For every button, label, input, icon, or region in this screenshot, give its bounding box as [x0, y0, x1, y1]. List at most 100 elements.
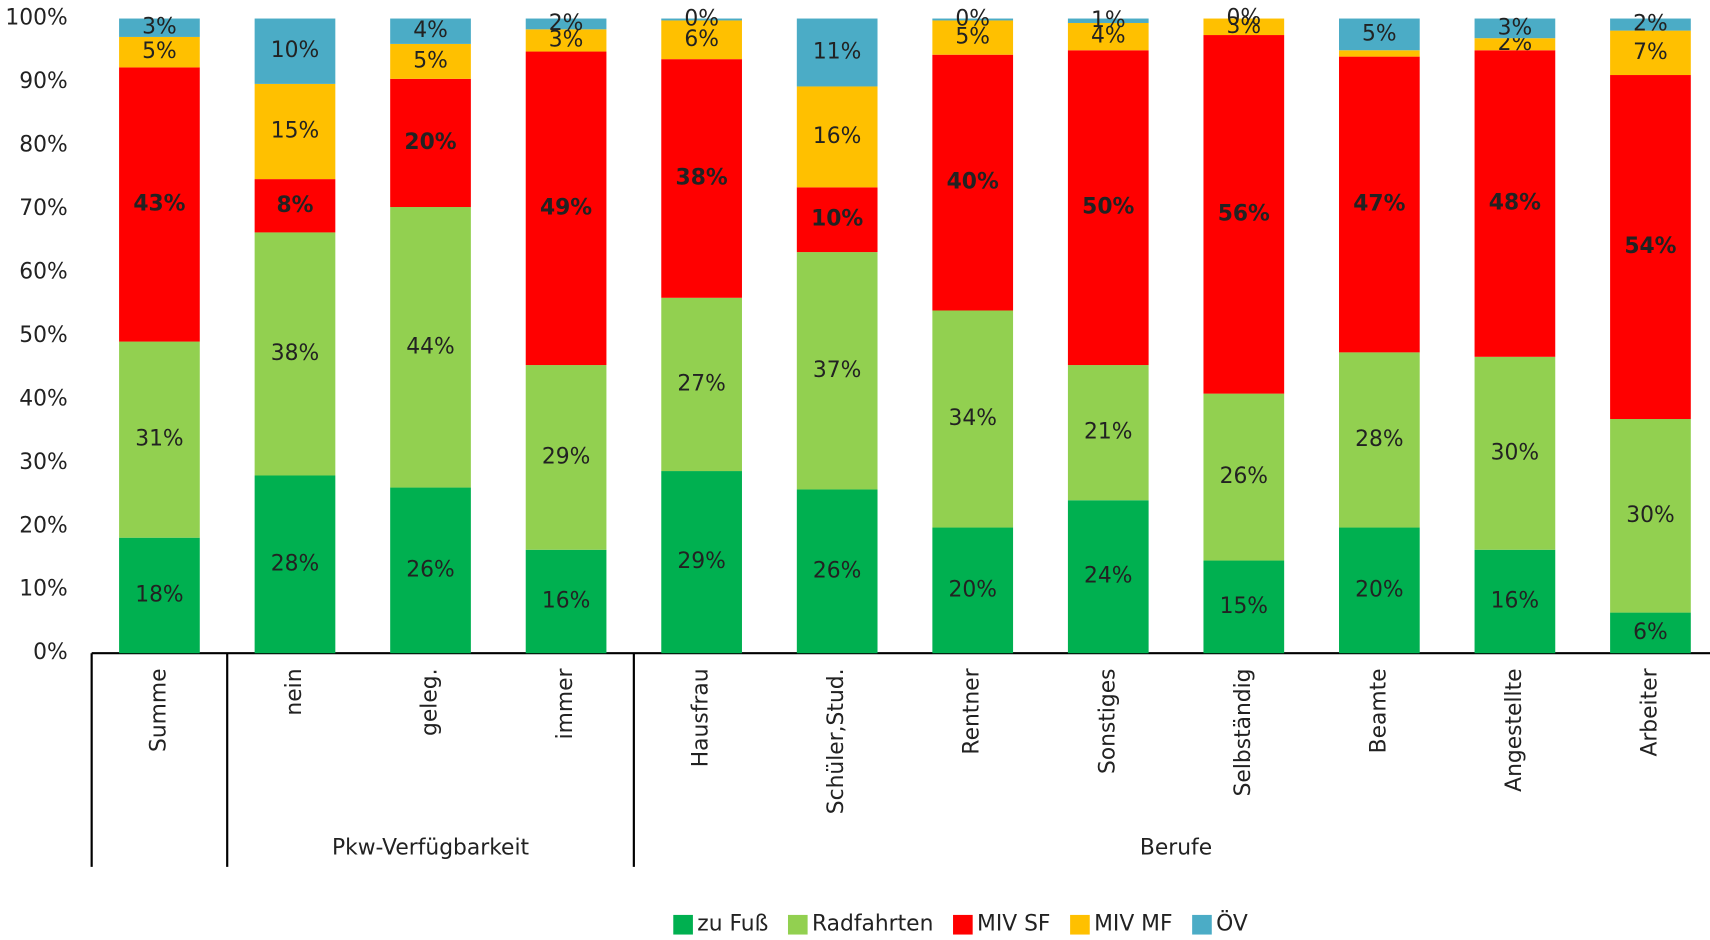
bar-segment [1474, 18, 1556, 39]
x-tick-label: immer [553, 668, 578, 739]
bar-segment [254, 232, 336, 476]
bar-segment [1203, 393, 1285, 561]
y-tick-label: 70% [19, 196, 67, 221]
value-label: 7% [1633, 40, 1668, 65]
legend-swatch [787, 914, 808, 935]
value-label: 6% [684, 27, 719, 52]
value-label: 18% [135, 582, 183, 607]
value-label: 11% [813, 39, 861, 64]
legend-swatch [1070, 914, 1090, 935]
bar-segment [796, 187, 878, 253]
y-tick-label: 80% [19, 132, 67, 157]
value-label: 54% [1624, 234, 1676, 259]
bar-segment [119, 537, 200, 654]
value-label: 29% [542, 444, 590, 469]
bar-segment [932, 310, 1014, 528]
bar-segment [796, 489, 878, 654]
y-tick-label: 20% [19, 513, 67, 538]
value-label: 26% [813, 558, 861, 583]
bar-segment [1067, 365, 1149, 501]
value-label: 4% [413, 18, 448, 43]
value-label: 0% [955, 6, 990, 31]
value-label: 5% [1362, 21, 1397, 46]
value-label: 26% [1220, 464, 1268, 489]
value-label: 38% [271, 341, 319, 366]
legend-swatch [673, 914, 693, 935]
value-label: 6% [1633, 620, 1668, 645]
legend-label: zu Fuß [697, 912, 768, 937]
value-label: 47% [1353, 191, 1405, 216]
value-label: 15% [1220, 594, 1268, 619]
bar-segment [661, 59, 742, 298]
value-label: 37% [813, 358, 861, 383]
bar-segment [1203, 560, 1285, 654]
bar-segment [932, 18, 1014, 21]
bar-segment [1610, 18, 1691, 31]
bar-segment [1474, 50, 1556, 357]
value-label: 40% [947, 170, 999, 195]
bar-segment [796, 18, 878, 87]
value-label: 21% [1084, 420, 1132, 445]
value-label: 31% [135, 427, 183, 452]
value-label: 10% [811, 207, 863, 232]
value-label: 2% [549, 11, 584, 36]
bar-segment [661, 471, 742, 654]
value-label: 24% [1084, 564, 1132, 589]
bar-segment [254, 179, 336, 233]
bar-segment [1474, 356, 1556, 550]
x-tick-label: Sonstiges [1095, 668, 1120, 774]
value-label: 49% [540, 195, 592, 220]
bar-segment [1339, 352, 1420, 528]
bar-segment [525, 365, 607, 550]
y-tick-label: 30% [19, 450, 67, 475]
bar-segment [119, 36, 200, 68]
bar-segment [1339, 527, 1420, 654]
x-tick-label: geleg. [418, 668, 443, 735]
value-label: 44% [406, 334, 454, 359]
value-label: 16% [813, 124, 861, 149]
bar-segment [390, 487, 471, 654]
x-tick-label: Hausfrau [689, 668, 714, 767]
y-tick-label: 10% [19, 577, 67, 602]
value-label: 3% [549, 27, 584, 52]
legend-swatch [953, 914, 973, 935]
value-label: 0% [1227, 6, 1262, 31]
bar-segment [1067, 50, 1149, 366]
bar-segment [254, 83, 336, 180]
group-label: Berufe [1140, 835, 1212, 860]
bar-segment [796, 252, 878, 490]
value-label: 26% [406, 557, 454, 582]
x-tick-label: Selbständig [1231, 668, 1256, 796]
value-label: 1% [1091, 8, 1126, 33]
bar-segment [661, 297, 742, 472]
bar-segment [254, 18, 336, 84]
value-label: 5% [142, 39, 177, 64]
bar-segment [119, 341, 200, 538]
bar-segment [525, 549, 607, 654]
value-label: 0% [684, 6, 719, 31]
bar-segment [1339, 56, 1420, 353]
value-label: 3% [142, 15, 177, 40]
legend-label: ÖV [1216, 911, 1248, 937]
bar-segment [254, 475, 336, 654]
bar-segment [1067, 18, 1149, 23]
value-label: 8% [276, 193, 313, 218]
bar-segment [1610, 419, 1691, 613]
x-tick-label: Arbeiter [1637, 668, 1662, 756]
bar-segment [1339, 18, 1420, 51]
legend-label: MIV MF [1094, 912, 1172, 937]
value-label: 16% [1491, 588, 1539, 613]
bar-segment [932, 20, 1014, 55]
value-label: 5% [955, 25, 990, 50]
value-label: 30% [1491, 440, 1539, 465]
bar-segment [932, 527, 1014, 654]
value-label: 3% [1498, 15, 1533, 40]
bar-segment [525, 51, 607, 366]
value-label: 20% [1355, 577, 1403, 602]
value-label: 20% [404, 130, 456, 155]
bar-segment [1474, 38, 1556, 51]
bar-segment [796, 86, 878, 188]
value-label: 20% [948, 577, 996, 602]
x-tick-label: Rentner [960, 668, 985, 754]
